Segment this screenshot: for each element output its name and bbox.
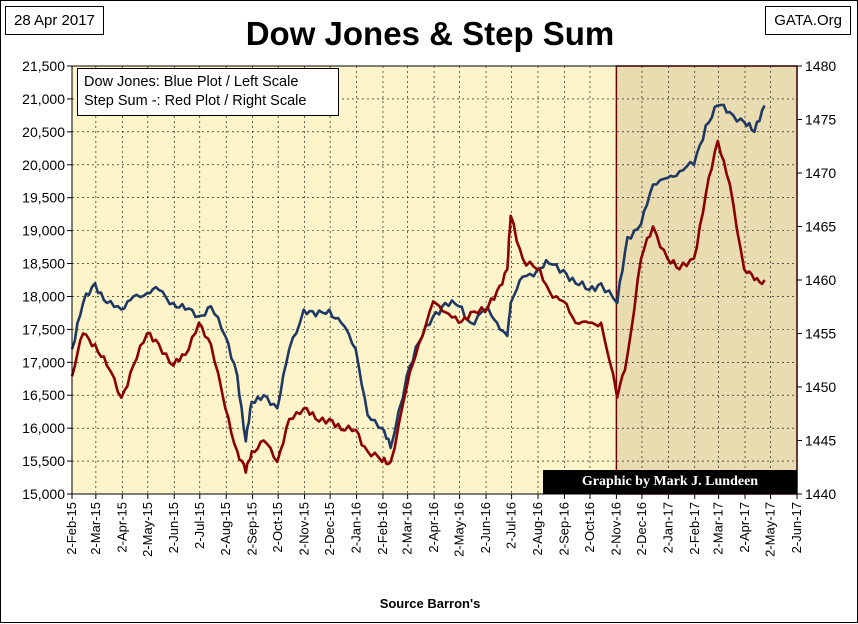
x-tick-label: 2-Jun-17 [789,502,804,553]
y-left-tick-label: 17,000 [22,354,65,370]
y-left-tick-label: 17,500 [22,321,65,337]
y-left-tick-label: 19,500 [22,190,65,206]
x-tick-label: 2-Dec-16 [634,502,649,555]
credit-label: Graphic by Mark J. Lundeen [543,470,797,494]
x-tick-label: 2-Jun-15 [166,502,181,553]
y-left-tick-label: 15,000 [22,486,65,502]
x-tick-label: 2-Aug-16 [530,502,545,555]
legend-box: Dow Jones: Blue Plot / Left Scale Step S… [77,68,339,116]
y-left-tick-label: 20,000 [22,157,65,173]
x-tick-label: 2-Jan-16 [349,502,364,553]
x-tick-label: 2-Oct-15 [270,502,285,553]
x-tick-label: 2-Mar-17 [711,502,726,555]
y-left-tick-label: 19,000 [22,223,65,239]
y-left-tick-label: 15,500 [22,453,65,469]
y-right-tick-label: 1445 [805,433,836,449]
y-left-tick-label: 18,500 [22,256,65,272]
x-tick-label: 2-May-15 [140,502,155,557]
x-tick-label: 2-Jul-15 [192,502,207,549]
x-tick-label: 2-Sep-16 [556,502,571,555]
x-tick-label: 2-Feb-17 [687,502,702,555]
x-tick-label: 2-Apr-16 [426,502,441,553]
x-tick-label: 2-Mar-15 [88,502,103,555]
y-right-tick-label: 1480 [805,58,836,74]
x-tick-label: 2-Jul-16 [504,502,519,549]
y-left-tick-label: 21,500 [22,58,65,74]
y-left-tick-label: 16,000 [22,420,65,436]
legend-entry-dow: Dow Jones: Blue Plot / Left Scale [84,74,299,90]
y-left-tick-label: 18,000 [22,288,65,304]
x-tick-label: 2-Nov-15 [297,502,312,555]
plot-border [71,65,798,495]
chart-title: Dow Jones & Step Sum [245,15,615,52]
y-right-tick-label: 1470 [805,165,836,181]
x-tick-label: 2-Feb-16 [375,502,390,555]
y-right-tick-label: 1475 [805,112,836,128]
x-tick-label: 2-Jun-16 [478,502,493,553]
y-left-tick-label: 16,500 [22,387,65,403]
x-tick-label: 2-Mar-16 [400,502,415,555]
source-label: Source Barron's [379,596,481,611]
x-tick-label: 2-Dec-15 [322,502,337,555]
step-sum-line [70,139,766,474]
legend-entry-step: Step Sum -: Red Plot / Right Scale [84,93,307,109]
x-tick-label: 2-Sep-15 [245,502,260,555]
shaded-region [615,65,798,495]
y-right-tick-label: 1465 [805,219,836,235]
date-label: 28 Apr 2017 [5,6,104,35]
y-right-tick-label: 1460 [805,272,836,288]
x-tick-label: 2-Aug-15 [218,502,233,555]
y-right-tick-label: 1440 [805,486,836,502]
x-tick-label: 2-May-17 [763,502,778,557]
x-tick-label: 2-Apr-15 [114,502,129,553]
x-tick-label: 2-May-16 [452,502,467,557]
y-left-tick-label: 20,500 [22,124,65,140]
x-tick-label: 2-Feb-15 [64,502,79,555]
y-right-tick-label: 1450 [805,379,836,395]
x-tick-label: 2-Apr-17 [737,502,752,553]
y-right-tick-label: 1455 [805,326,836,342]
x-tick-label: 2-Nov-16 [608,502,623,555]
x-tick-label: 2-Jan-17 [660,502,675,553]
x-tick-label: 2-Oct-16 [582,502,597,553]
y-left-tick-label: 21,000 [22,91,65,107]
site-label: GATA.Org [765,6,851,35]
